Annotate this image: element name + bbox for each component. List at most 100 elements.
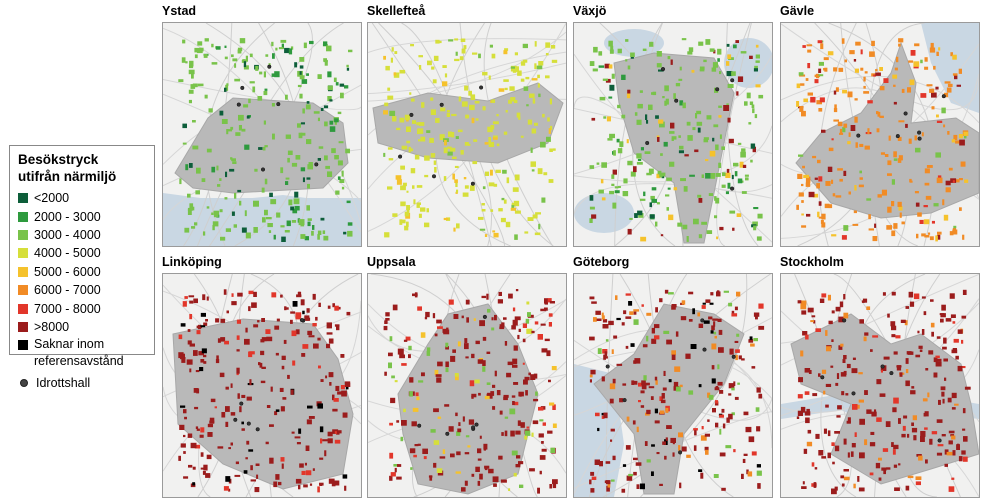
density-cell — [921, 233, 926, 237]
density-cell — [712, 408, 716, 413]
density-cell — [436, 377, 442, 383]
density-cell — [515, 289, 519, 292]
density-cell — [808, 370, 812, 374]
density-cell — [957, 365, 963, 372]
density-cell — [464, 343, 469, 350]
density-cell — [952, 229, 958, 235]
density-cell — [741, 473, 744, 479]
density-cell — [514, 316, 521, 321]
density-cell — [522, 323, 527, 328]
density-cell — [892, 449, 896, 455]
density-cell — [266, 405, 271, 408]
density-cell — [253, 324, 259, 328]
density-cell — [893, 151, 897, 158]
density-cell — [869, 51, 875, 57]
density-cell — [404, 225, 409, 231]
density-cell — [488, 182, 495, 187]
density-cell — [621, 322, 625, 326]
density-cell — [657, 170, 662, 175]
density-cell — [823, 428, 827, 434]
density-cell — [876, 111, 879, 115]
density-cell — [423, 456, 427, 460]
density-cell — [636, 426, 639, 433]
density-cell — [800, 406, 806, 413]
density-cell — [180, 443, 186, 448]
density-cell — [477, 480, 481, 486]
density-cell — [486, 293, 489, 300]
density-cell — [248, 98, 251, 104]
density-cell — [958, 456, 963, 462]
density-cell — [867, 128, 870, 135]
density-cell — [953, 338, 959, 343]
density-cell — [961, 339, 964, 344]
density-cell — [740, 151, 746, 158]
density-cell — [646, 172, 652, 176]
density-cell — [183, 451, 186, 454]
density-cell — [245, 232, 251, 239]
density-cell — [859, 143, 864, 147]
density-cell — [550, 45, 556, 49]
density-cell — [211, 212, 214, 215]
sports-hall-point — [937, 438, 942, 443]
density-cell — [757, 483, 761, 489]
density-cell — [339, 179, 345, 183]
density-cell — [329, 120, 334, 125]
density-cell — [678, 432, 683, 438]
density-cell — [711, 67, 717, 72]
density-cell — [756, 470, 762, 476]
density-cell — [635, 462, 642, 466]
density-cell — [501, 322, 505, 326]
density-cell — [513, 100, 518, 104]
density-cell — [408, 354, 411, 359]
density-cell — [225, 421, 229, 427]
sports-hall-point — [470, 181, 475, 186]
density-cell — [637, 103, 643, 109]
density-cell — [455, 471, 461, 474]
density-cell — [548, 379, 551, 383]
density-cell — [324, 155, 328, 161]
density-cell — [715, 422, 719, 428]
density-cell — [813, 482, 817, 488]
density-cell — [523, 379, 528, 385]
density-cell — [755, 314, 758, 320]
density-cell — [626, 475, 633, 481]
density-cell — [189, 64, 194, 69]
density-cell — [231, 158, 236, 162]
density-cell — [200, 427, 205, 433]
density-cell — [886, 225, 892, 230]
density-cell — [905, 306, 909, 309]
density-cell — [290, 389, 294, 395]
map-canvas — [368, 23, 566, 246]
density-cell — [855, 41, 861, 46]
density-cell — [232, 58, 238, 62]
density-cell — [797, 394, 803, 399]
density-cell — [271, 292, 277, 298]
density-cell — [220, 337, 226, 342]
density-cell — [959, 207, 962, 211]
density-cell — [348, 49, 353, 53]
density-cell — [715, 400, 719, 404]
density-cell — [664, 455, 667, 460]
density-cell — [825, 181, 831, 186]
density-cell — [259, 362, 263, 368]
density-cell — [337, 111, 342, 115]
density-cell — [229, 168, 235, 172]
density-cell — [273, 481, 278, 488]
density-cell — [265, 441, 269, 445]
density-cell — [919, 219, 924, 224]
density-cell — [755, 54, 760, 59]
density-cell — [445, 361, 449, 368]
density-cell — [589, 61, 595, 66]
density-cell — [533, 398, 539, 402]
density-cell — [472, 52, 478, 55]
density-cell — [725, 191, 729, 195]
density-cell — [924, 66, 929, 70]
density-cell — [723, 290, 729, 293]
density-cell — [946, 87, 952, 93]
density-cell — [614, 190, 620, 194]
density-cell — [200, 467, 205, 470]
density-cell — [196, 325, 203, 329]
density-cell — [612, 202, 617, 209]
density-cell — [238, 114, 244, 121]
density-cell — [915, 481, 921, 486]
